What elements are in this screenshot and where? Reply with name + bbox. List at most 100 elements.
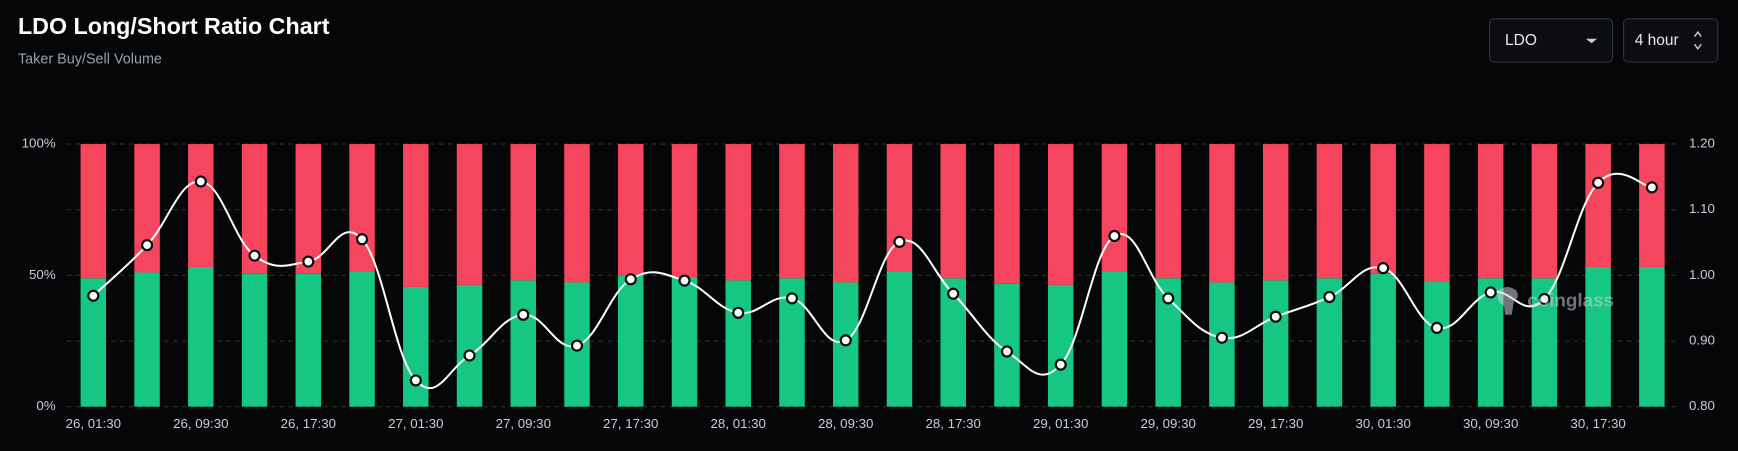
ratio-point: [140, 239, 154, 252]
ratio-point: [839, 334, 852, 347]
y-tick-label: 50%: [29, 267, 56, 282]
x-tick-label: 30, 17:30: [1570, 416, 1625, 431]
long-bar: [1047, 284, 1074, 407]
long-bar: [1585, 266, 1611, 407]
x-tick-label: 26, 09:30: [173, 416, 228, 431]
long-bar: [671, 276, 698, 407]
short-bar: [1477, 144, 1504, 279]
y2-tick-label: 1.00: [1689, 267, 1715, 282]
long-bar: [1209, 282, 1235, 407]
short-bar: [940, 144, 966, 279]
ratio-point: [87, 289, 100, 302]
short-bar: [1262, 144, 1289, 281]
long-bar: [510, 280, 537, 407]
ratio-point: [785, 292, 799, 305]
short-bar: [1101, 144, 1128, 272]
x-tick-label: 27, 17:30: [603, 416, 658, 431]
interval-select[interactable]: 4 hour: [1623, 18, 1719, 63]
ratio-point: [1645, 181, 1658, 194]
ratio-point: [947, 287, 960, 300]
ratio-point: [194, 175, 207, 188]
ratio-point: [1215, 331, 1229, 344]
short-bar: [510, 144, 537, 281]
caret-icon: [1585, 38, 1598, 44]
ratio-path: [92, 172, 1653, 390]
long-bar: [134, 272, 160, 407]
x-tick-label: 28, 01:30: [711, 416, 766, 431]
long-bar: [1262, 280, 1289, 407]
short-bar: [564, 144, 590, 283]
x-tick-label: 26, 01:30: [66, 416, 121, 431]
long-bar: [456, 284, 483, 407]
short-bar: [456, 144, 483, 285]
short-bar: [1209, 144, 1235, 283]
x-tick-label: 28, 17:30: [926, 416, 981, 431]
x-tick-label: 30, 09:30: [1463, 416, 1518, 431]
ratio-point: [463, 349, 476, 362]
ratio-point: [570, 339, 584, 352]
long-bar: [886, 271, 913, 407]
ratio-point: [893, 235, 906, 248]
select-box: [1623, 18, 1719, 63]
long-bar: [349, 271, 375, 407]
ratio-point: [1269, 310, 1282, 323]
long-bar: [295, 273, 322, 407]
ratio-point: [1377, 262, 1390, 275]
select-value: 4 hour: [1635, 32, 1679, 49]
ratio-point: [248, 249, 261, 262]
y2-tick-label: 1.10: [1689, 201, 1715, 216]
ratio-point: [1054, 358, 1067, 371]
ratio-point: [678, 274, 691, 287]
short-bar: [1047, 144, 1074, 285]
watermark: coinglass: [1497, 287, 1614, 315]
long-bar: [403, 286, 429, 407]
short-bar: [403, 144, 429, 287]
x-tick-label: 26, 17:30: [281, 416, 336, 431]
long-bar: [1639, 266, 1665, 407]
select-box: [1488, 18, 1614, 63]
x-tick-label: 29, 17:30: [1248, 416, 1303, 431]
ratio-point: [302, 255, 315, 268]
chart-title: LDO Long/Short Ratio Chart: [18, 13, 330, 39]
ratio-point: [732, 306, 745, 319]
short-bar: [188, 144, 214, 267]
long-bar: [241, 273, 268, 407]
y-tick-label: 0%: [36, 398, 55, 413]
long-bar: [725, 280, 751, 407]
long-bar: [188, 266, 214, 407]
ratio-point: [1000, 345, 1014, 358]
symbol-select[interactable]: LDO: [1488, 18, 1614, 63]
x-tick-label: 27, 01:30: [388, 416, 443, 431]
short-bar: [1316, 144, 1343, 279]
grid: [66, 143, 1677, 408]
long-bar: [1101, 271, 1128, 407]
ratio-point: [517, 308, 530, 321]
short-bar: [80, 144, 107, 279]
y2-tick-label: 0.80: [1689, 398, 1715, 413]
short-bar: [1155, 144, 1181, 279]
y-tick-label: 100%: [22, 136, 56, 151]
long-bar: [1370, 273, 1396, 407]
ratio-point: [1323, 290, 1336, 304]
short-bar: [832, 144, 859, 283]
x-tick-label: 27, 09:30: [496, 416, 551, 431]
short-bar: [886, 144, 913, 272]
ratio-point: [1430, 321, 1443, 334]
short-bar: [725, 144, 751, 281]
ratio-point: [355, 233, 369, 246]
short-bar: [1531, 144, 1558, 279]
ratio-point: [1592, 176, 1605, 189]
watermark-logo: [1497, 287, 1518, 315]
short-bar: [671, 144, 698, 277]
short-bar: [618, 144, 644, 276]
short-bar: [779, 144, 805, 279]
short-bar: [1370, 144, 1396, 274]
plot: 0% 50% 100% 0.80 0.90 1.00 1.10 1.20 26, 01:30 26…: [22, 136, 1715, 431]
long-bar: [618, 275, 644, 407]
y2-tick-label: 1.20: [1689, 136, 1715, 151]
short-bar: [1585, 144, 1611, 267]
x-tick-label: 29, 09:30: [1140, 416, 1195, 431]
bars: [80, 144, 1665, 407]
